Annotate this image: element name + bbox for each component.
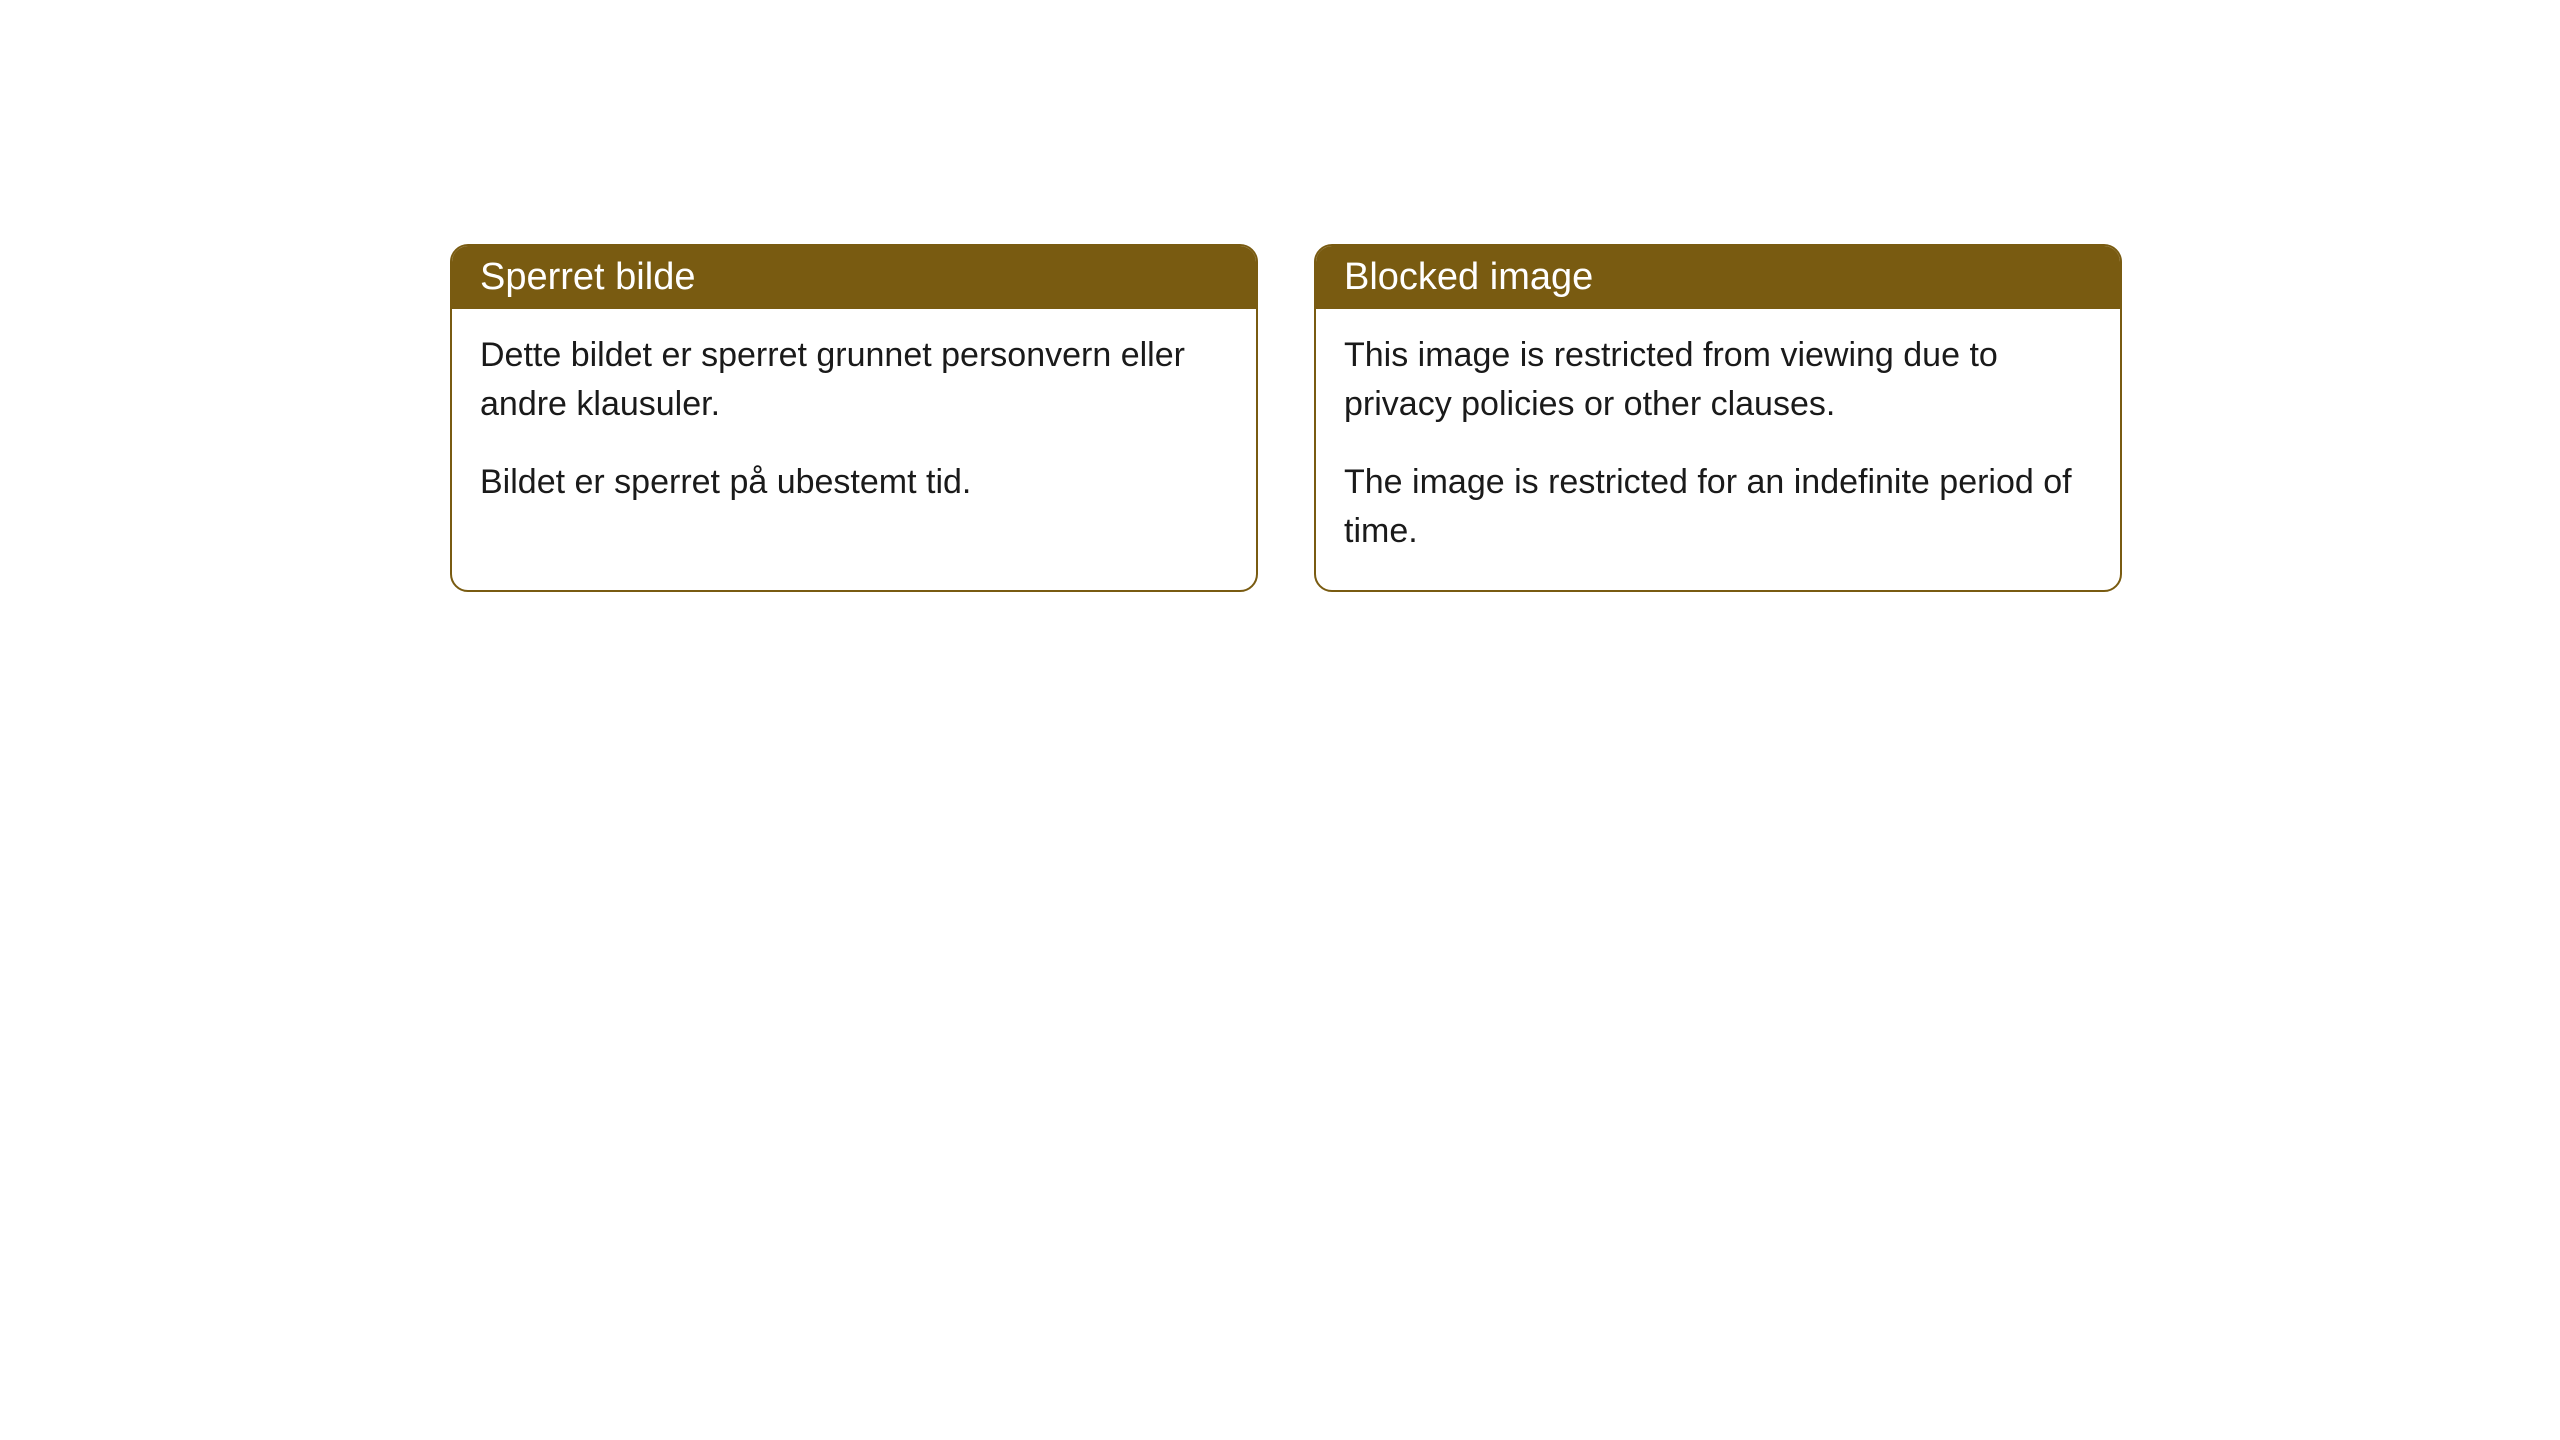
notice-header-norwegian: Sperret bilde <box>452 246 1256 309</box>
notice-paragraph: The image is restricted for an indefinit… <box>1344 458 2092 557</box>
notice-container: Sperret bilde Dette bildet er sperret gr… <box>450 244 2122 592</box>
notice-card-english: Blocked image This image is restricted f… <box>1314 244 2122 592</box>
notice-header-english: Blocked image <box>1316 246 2120 309</box>
notice-card-norwegian: Sperret bilde Dette bildet er sperret gr… <box>450 244 1258 592</box>
notice-body-norwegian: Dette bildet er sperret grunnet personve… <box>452 309 1256 541</box>
notice-paragraph: This image is restricted from viewing du… <box>1344 331 2092 430</box>
notice-body-english: This image is restricted from viewing du… <box>1316 309 2120 590</box>
notice-paragraph: Dette bildet er sperret grunnet personve… <box>480 331 1228 430</box>
notice-paragraph: Bildet er sperret på ubestemt tid. <box>480 458 1228 507</box>
